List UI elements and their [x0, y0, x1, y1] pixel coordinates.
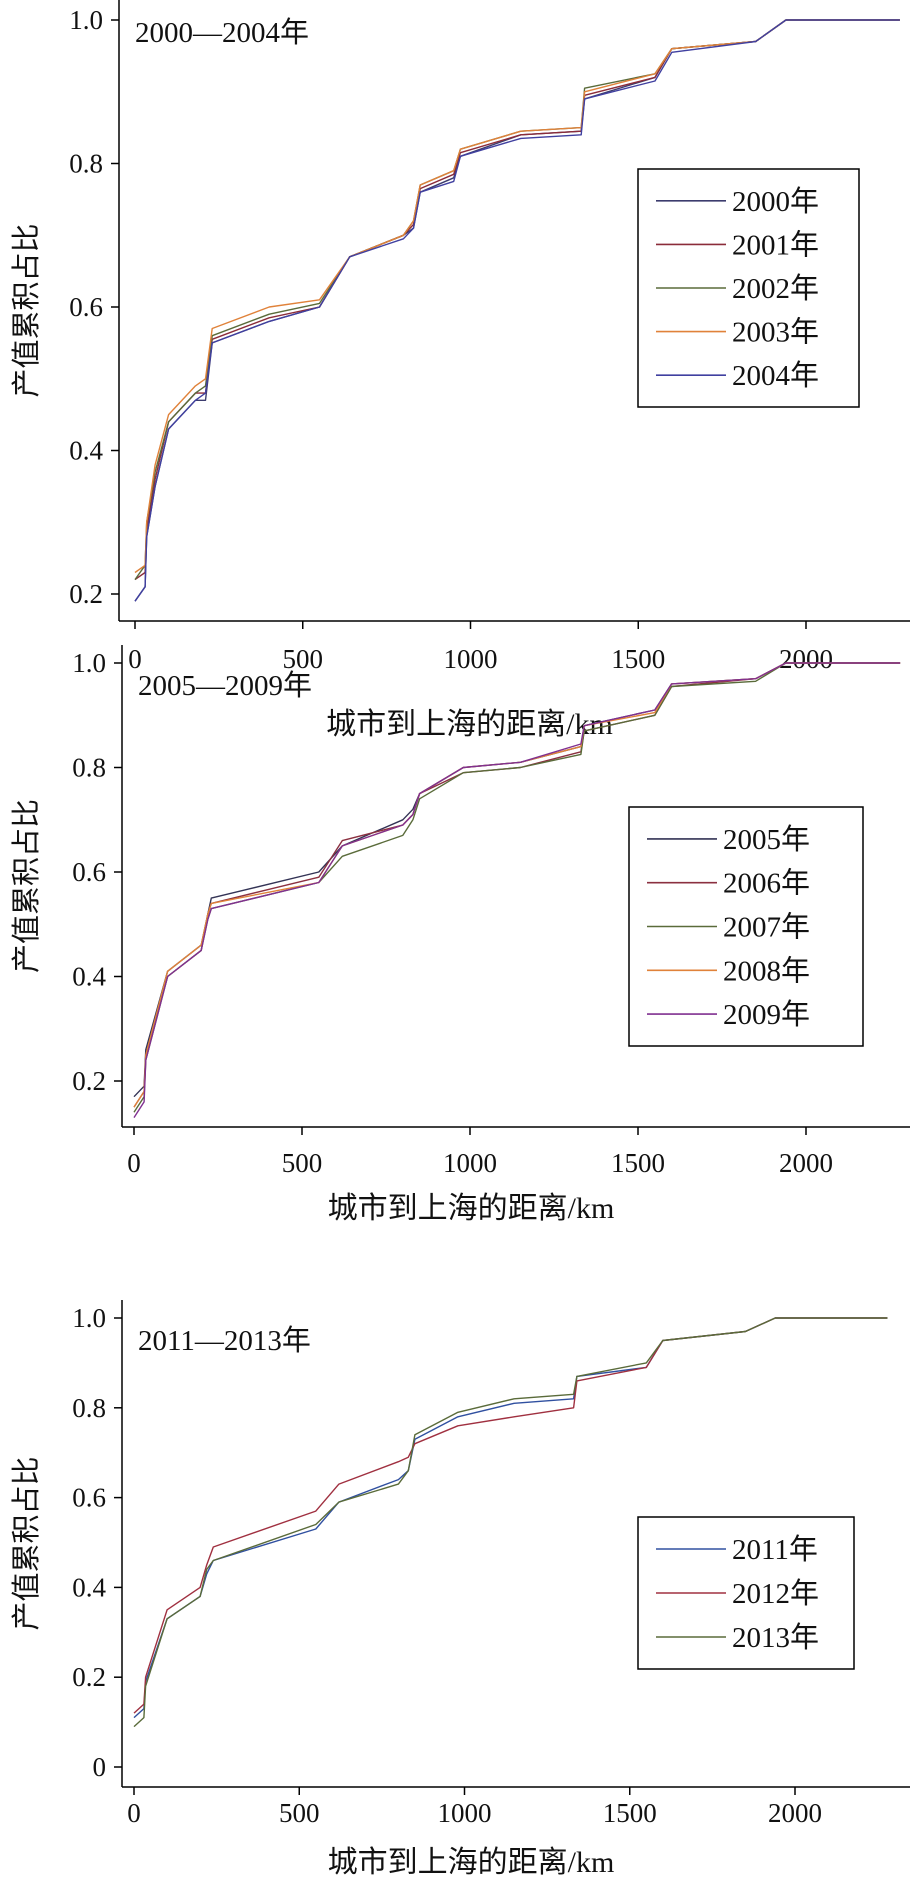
- y-tick-label: 0.4: [69, 436, 103, 466]
- panel-title: 2000—2004年: [135, 16, 309, 49]
- x-tick-label: 500: [279, 1798, 320, 1828]
- legend-item: 2003年: [656, 316, 819, 349]
- y-tick-label: 0.2: [69, 579, 103, 609]
- legend: 2000年 2001年 2002年 2003年 2004年: [637, 168, 860, 408]
- panel-title: 2005—2009年: [138, 669, 312, 702]
- x-tick-label: 0: [128, 644, 142, 674]
- x-tick-label: 2000: [779, 644, 833, 674]
- y-tick-label: 0.4: [72, 962, 106, 992]
- legend-label: 2011年: [732, 1533, 818, 1566]
- chart-panel-3: 0 0.2 0.4 0.6 0.8 1.0 0 500 1000 1500 2000 城市到上海的距离…: [10, 1300, 910, 1879]
- legend-label: 2003年: [732, 316, 819, 349]
- y-tick-label: 0: [93, 1752, 107, 1782]
- x-tick-label: 1500: [603, 1798, 657, 1828]
- x-axis-label: 城市到上海的距离/km: [328, 1192, 615, 1225]
- y-tick-label: 0.6: [72, 857, 106, 887]
- x-axis-label: 城市到上海的距离/km: [326, 708, 613, 741]
- panel-title: 2011—2013年: [138, 1324, 311, 1357]
- y-axis-label: 产值累积占比: [10, 223, 43, 397]
- legend-label: 2002年: [732, 272, 819, 305]
- series-line-2004年: [134, 19, 900, 602]
- legend-label: 2007年: [723, 911, 810, 944]
- y-tick-label: 0.8: [72, 1393, 106, 1423]
- x-tick-label: 1500: [611, 644, 665, 674]
- series-line-2003年: [134, 19, 900, 574]
- legend: 2005年 2006年 2007年 2008年 2009年: [628, 806, 864, 1047]
- legend-label: 2013年: [732, 1621, 819, 1654]
- y-tick-label: 0.6: [72, 1483, 106, 1513]
- y-tick-label: 0.8: [69, 149, 103, 179]
- legend-item: 2004年: [656, 359, 819, 392]
- series-line-2012年: [133, 1317, 888, 1714]
- legend-label: 2012年: [732, 1577, 819, 1610]
- legend: 2011年 2012年 2013年: [637, 1516, 855, 1670]
- x-tick-label: 500: [282, 1148, 323, 1178]
- y-tick-label: 0.4: [72, 1572, 106, 1602]
- legend-item: 2005年: [647, 823, 810, 856]
- legend-item: 2000年: [656, 185, 819, 218]
- legend-label: 2005年: [723, 823, 810, 856]
- legend-label: 2004年: [732, 359, 819, 392]
- legend-item: 2006年: [647, 867, 810, 900]
- x-tick-label: 0: [127, 1148, 141, 1178]
- series-line-2009年: [133, 662, 901, 1118]
- y-tick-label: 1.0: [72, 1303, 106, 1333]
- x-tick-label: 1500: [611, 1148, 665, 1178]
- x-tick-label: 0: [127, 1798, 141, 1828]
- legend-item: 2009年: [647, 998, 810, 1031]
- y-tick-label: 1.0: [69, 5, 103, 35]
- legend-item: 2013年: [656, 1621, 819, 1654]
- x-tick-label: 1000: [443, 1148, 497, 1178]
- y-tick-label: 1.0: [72, 648, 106, 678]
- x-axis-label: 城市到上海的距离/km: [328, 1846, 615, 1879]
- x-tick-label: 2000: [779, 1148, 833, 1178]
- series-line-2013年: [133, 1317, 888, 1728]
- x-tick-label: 2000: [768, 1798, 822, 1828]
- legend-item: 2002年: [656, 272, 819, 305]
- x-tick-label: 1000: [438, 1798, 492, 1828]
- legend-item: 2008年: [647, 954, 810, 987]
- legend-label: 2008年: [723, 954, 810, 987]
- legend-label: 2001年: [732, 228, 819, 261]
- y-tick-label: 0.2: [72, 1066, 106, 1096]
- chart-panel-2: 0.2 0.4 0.6 0.8 1.0 0 500 1000 1500 2000 城市到上海的距离/…: [10, 645, 910, 1225]
- legend-label: 2006年: [723, 867, 810, 900]
- chart-panel-1: 0.2 0.4 0.6 0.8 1.0 0 500 1000 1500 2000 城市到上海的距离/…: [10, 0, 910, 741]
- legend-label: 2000年: [732, 185, 819, 218]
- x-tick-label: 500: [283, 644, 324, 674]
- y-tick-label: 0.6: [69, 292, 103, 322]
- y-axis-label: 产值累积占比: [10, 1456, 43, 1630]
- x-tick-label: 1000: [444, 644, 498, 674]
- legend-item: 2011年: [656, 1533, 818, 1566]
- legend-item: 2001年: [656, 228, 819, 261]
- y-axis-label: 产值累积占比: [10, 799, 43, 973]
- y-tick-label: 0.2: [72, 1662, 106, 1692]
- y-tick-label: 0.8: [72, 753, 106, 783]
- legend-label: 2009年: [723, 998, 810, 1031]
- legend-item: 2012年: [656, 1577, 819, 1610]
- legend-item: 2007年: [647, 911, 810, 944]
